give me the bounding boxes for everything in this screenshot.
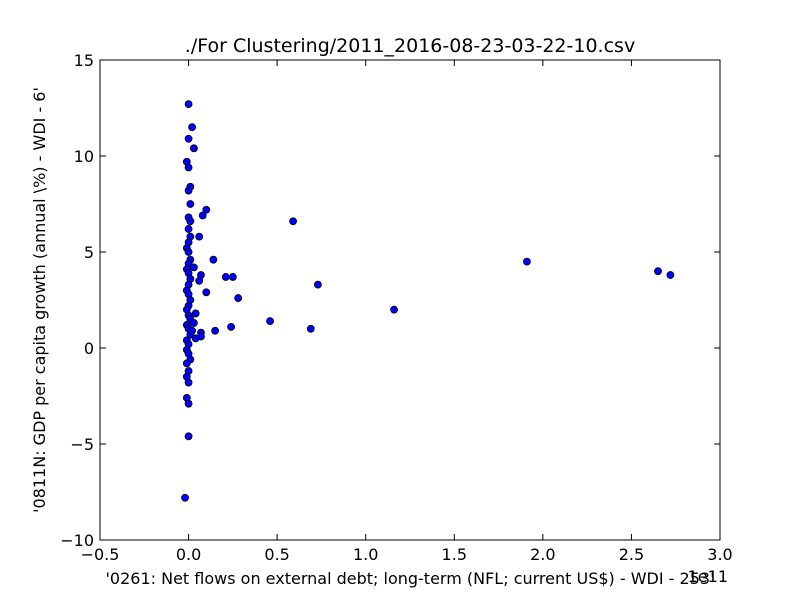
- scatter-point: [289, 217, 297, 226]
- y-axis: −10 −5 0 5 10 15: [60, 51, 720, 550]
- x-tick-label: 2.5: [619, 545, 644, 564]
- scatter-point: [184, 225, 193, 233]
- scatter-point: [198, 211, 207, 220]
- scatter-point: [221, 273, 230, 281]
- y-tick-label: −10: [60, 531, 94, 550]
- scatter-point: [186, 200, 195, 208]
- scatter-point: [313, 280, 322, 289]
- scatter-point: [195, 276, 204, 285]
- scatter-point: [188, 123, 197, 132]
- x-axis-offset-label: 1e11: [688, 567, 728, 586]
- y-tick-label: −5: [70, 435, 94, 454]
- scatter-point: [523, 257, 531, 266]
- data-points: [181, 100, 675, 502]
- scatter-point: [189, 319, 198, 327]
- scatter-point: [202, 288, 211, 297]
- x-tick-label: 0.0: [176, 545, 201, 564]
- scatter-point: [189, 144, 198, 153]
- x-axis-label: '0261: Net flows on external debt; long-…: [106, 569, 715, 588]
- scatter-point: [228, 273, 237, 281]
- chart-title: ./For Clustering/2011_2016-08-23-03-22-1…: [185, 35, 635, 57]
- scatter-point: [390, 305, 398, 314]
- plot-area: [99, 59, 721, 541]
- scatter-point: [184, 100, 193, 109]
- scatter-point: [189, 263, 198, 272]
- scatter-point: [184, 378, 193, 387]
- x-tick-label: 0.5: [264, 545, 289, 564]
- scatter-point: [182, 359, 191, 368]
- y-tick-label: 15: [74, 51, 94, 70]
- scatter-point: [184, 399, 193, 408]
- x-tick-label: 2.0: [530, 545, 555, 564]
- y-tick-label: 10: [74, 147, 94, 166]
- scatter-point: [234, 294, 243, 302]
- scatter-point: [654, 267, 662, 276]
- x-tick-label: 3.0: [707, 545, 732, 564]
- scatter-point: [186, 217, 195, 226]
- scatter-point: [191, 309, 200, 318]
- scatter-point: [184, 163, 193, 172]
- scatter-point: [227, 322, 235, 331]
- x-tick-label: 1.5: [442, 545, 467, 564]
- y-tick-label: 0: [84, 339, 94, 358]
- x-axis: −0.5 0.0 0.5 1.0 1.5 2.0 2.5 3.0: [81, 60, 733, 564]
- scatter-point: [306, 324, 315, 333]
- scatter-point: [666, 271, 675, 279]
- scatter-point: [202, 205, 211, 214]
- scatter-point: [195, 232, 204, 241]
- scatter-point: [181, 493, 189, 502]
- x-tick-label: 1.0: [353, 545, 378, 564]
- scatter-point: [266, 317, 274, 326]
- scatter-point: [188, 326, 197, 335]
- scatter-point: [211, 326, 220, 335]
- scatter-point: [209, 255, 218, 264]
- x-tick-label: −0.5: [81, 545, 120, 564]
- y-tick-label: 5: [84, 243, 94, 262]
- y-axis-label: '0811N: GDP per capita growth (annual \%…: [30, 87, 49, 513]
- scatter-point: [184, 432, 193, 441]
- scatter-point: [184, 248, 193, 256]
- scatter-point: [184, 186, 193, 195]
- scatter-point: [184, 134, 193, 143]
- scatter-point: [197, 332, 205, 341]
